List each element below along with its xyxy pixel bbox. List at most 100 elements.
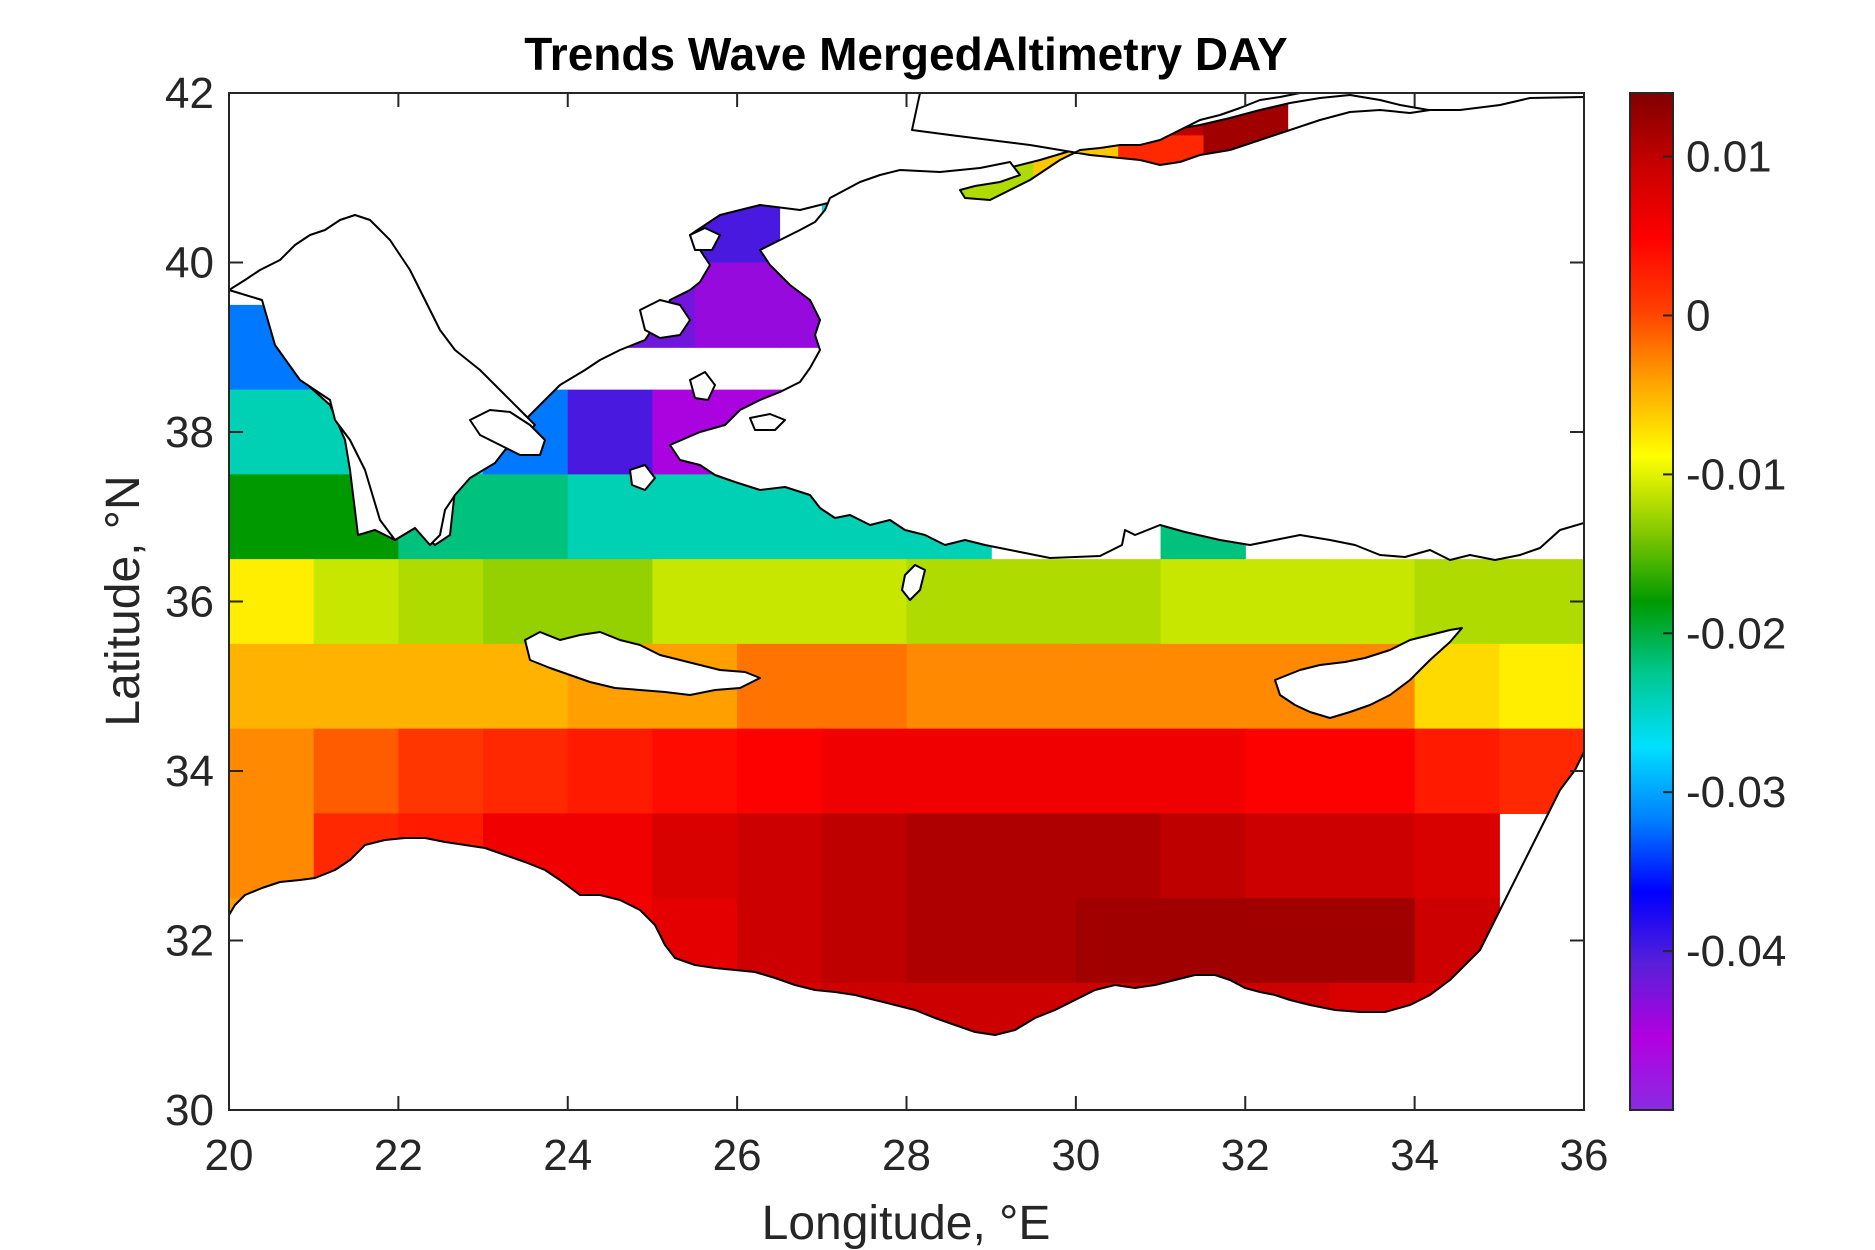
grid-cell — [313, 643, 399, 730]
grid-cell — [737, 728, 823, 814]
grid-cell — [1075, 813, 1162, 899]
grid-cell — [906, 728, 992, 814]
grid-cell — [652, 728, 738, 814]
island-samos — [749, 413, 786, 431]
grid-cell — [229, 559, 315, 645]
grid-cell — [1075, 643, 1162, 730]
grid-cell — [1414, 813, 1500, 899]
colorbar-tick-label: 0 — [1686, 291, 1710, 340]
landmass-greece — [229, 214, 536, 546]
grid-cell — [821, 643, 908, 730]
grid-cell — [229, 474, 315, 560]
x-tick-label: 28 — [882, 1131, 931, 1180]
grid-cell — [1245, 898, 1331, 984]
grid-cell — [567, 728, 654, 814]
grid-cell — [1160, 728, 1246, 814]
colorbar-tick-label: -0.03 — [1686, 768, 1786, 817]
grid-cell — [737, 898, 823, 984]
grid-cell — [1329, 898, 1416, 984]
grid-cell — [1499, 643, 1584, 730]
y-tick-label: 38 — [165, 408, 214, 457]
grid-cell — [567, 559, 654, 645]
grid-cell — [229, 643, 315, 730]
grid-cell — [737, 643, 823, 730]
grid-cell — [821, 898, 908, 984]
grid-cell — [1160, 643, 1246, 730]
grid-cell — [652, 559, 738, 645]
x-tick-label: 34 — [1390, 1131, 1439, 1180]
grid-cell — [398, 643, 484, 730]
island-lesbos — [639, 299, 691, 339]
grid-cell — [652, 474, 738, 560]
grid-cell — [1499, 559, 1584, 645]
island-crete — [524, 631, 761, 696]
grid-cell — [1329, 559, 1416, 645]
grid-cell — [1160, 898, 1246, 984]
grid-cell — [694, 262, 781, 348]
island-lemnos — [689, 227, 721, 251]
grid-cell — [1414, 728, 1500, 814]
y-tick-label: 42 — [165, 69, 214, 118]
grid-cell — [1245, 728, 1331, 814]
x-axis: 20 22 24 26 28 30 32 34 36 — [205, 93, 1609, 1180]
y-tick-label: 40 — [165, 239, 214, 288]
grid-cell — [1329, 728, 1416, 814]
x-tick-label: 20 — [205, 1131, 254, 1180]
grid-cell — [229, 389, 315, 475]
grid-cell — [1245, 559, 1331, 645]
grid-cell — [991, 728, 1077, 814]
grid-cell — [1160, 813, 1246, 899]
land-masks — [229, 93, 1584, 1110]
grid-cell — [821, 559, 908, 645]
grid-cell — [229, 728, 315, 814]
x-axis-label: Longitude, °E — [762, 1197, 1051, 1250]
x-tick-label: 32 — [1221, 1131, 1270, 1180]
y-tick-label: 36 — [165, 578, 214, 627]
grid-cell — [1160, 559, 1246, 645]
grid-cell — [1075, 728, 1162, 814]
x-tick-label: 26 — [713, 1131, 762, 1180]
colorbar-tick-label: -0.02 — [1686, 609, 1786, 658]
grid-cell — [991, 813, 1077, 899]
grid-cell — [991, 559, 1077, 645]
colorbar-tick-label: -0.01 — [1686, 450, 1786, 499]
y-tick-label: 32 — [165, 917, 214, 966]
grid-cell — [906, 643, 992, 730]
x-tick-label: 30 — [1051, 1131, 1100, 1180]
grid-cell — [483, 559, 569, 645]
grid-cell — [313, 559, 399, 645]
grid-cell — [737, 813, 823, 899]
landmass-africa — [229, 751, 1584, 1110]
colorbar-ticks: 0.01 0 -0.01 -0.02 -0.03 -0.04 — [1663, 133, 1786, 976]
grid-cell — [991, 898, 1077, 984]
y-tick-label: 34 — [165, 747, 214, 796]
grid-cell — [1075, 559, 1162, 645]
y-axis: 30 32 34 36 38 40 42 — [165, 69, 1584, 1135]
x-tick-label: 36 — [1560, 1131, 1609, 1180]
grid-cell — [652, 813, 738, 899]
grid-cell — [483, 474, 569, 560]
grid-cell — [398, 559, 484, 645]
x-tick-label: 24 — [543, 1131, 592, 1180]
island-euboea — [469, 409, 546, 456]
landmass-anatolia — [669, 93, 1584, 561]
grid-cell — [906, 898, 992, 984]
grid-cell — [737, 559, 823, 645]
grid-cell — [1075, 898, 1162, 984]
grid-cell — [821, 728, 908, 814]
grid-cell — [1245, 813, 1331, 899]
grid-cell — [906, 813, 992, 899]
chart-title: Trends Wave MergedAltimetry DAY — [524, 28, 1288, 80]
island-chios — [689, 371, 716, 401]
grid-cell — [398, 728, 484, 814]
grid-cell — [567, 389, 654, 475]
colorbar-tick-label: -0.04 — [1686, 927, 1786, 976]
island-naxos — [629, 464, 656, 491]
y-axis-label: Latitude, °N — [97, 475, 150, 726]
grid-cell — [313, 728, 399, 814]
grid-cell — [483, 728, 569, 814]
island-cyprus — [1274, 627, 1463, 719]
colorbar — [1629, 92, 1674, 1111]
x-tick-label: 22 — [374, 1131, 423, 1180]
